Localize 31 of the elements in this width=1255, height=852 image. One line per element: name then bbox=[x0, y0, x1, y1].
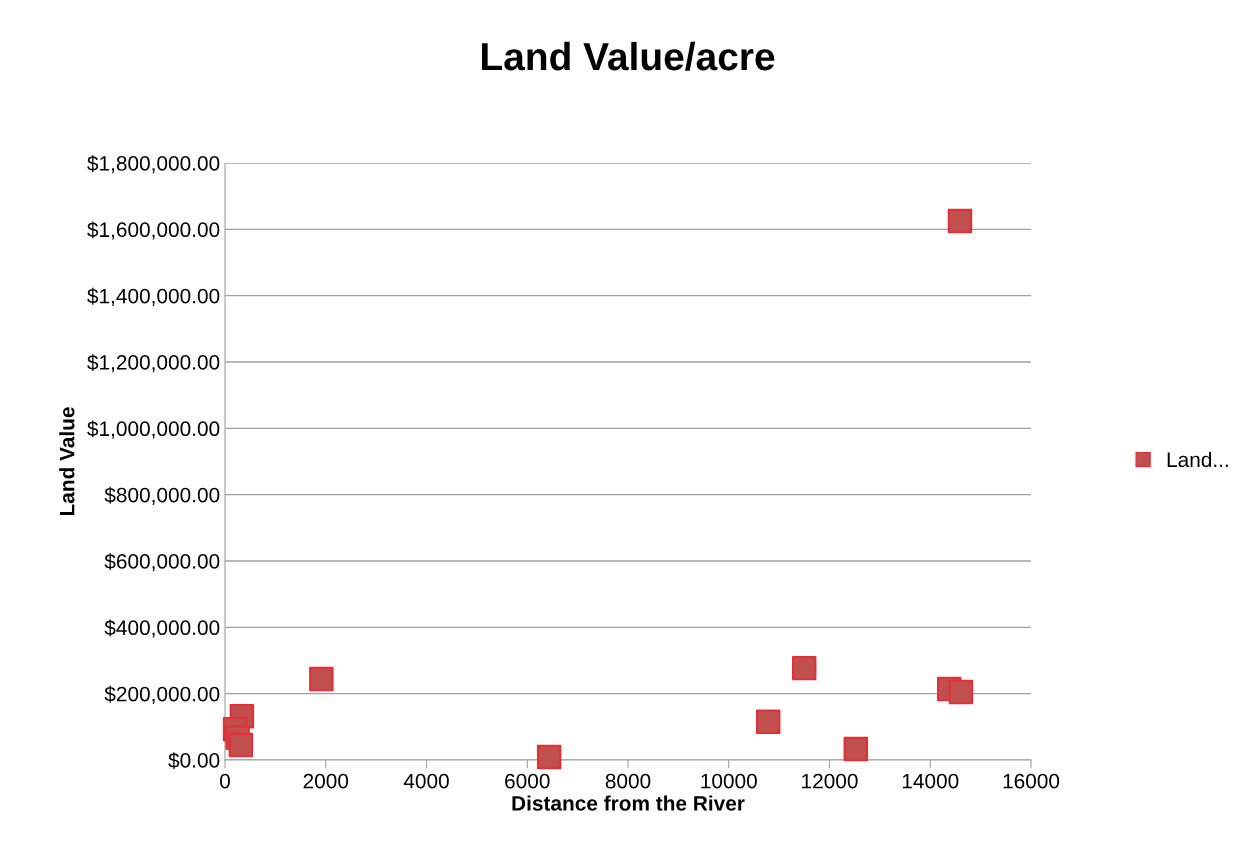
y-tick-label: $400,000.00 bbox=[104, 619, 220, 638]
point bbox=[948, 679, 974, 705]
y-axis-title: Land Value bbox=[59, 407, 75, 516]
y-tick-label: $600,000.00 bbox=[104, 553, 220, 572]
x-tick-label: 12000 bbox=[802, 773, 858, 789]
y-tick-label: $1,000,000.00 bbox=[87, 420, 220, 439]
x-tick-label: 10000 bbox=[701, 773, 757, 789]
point bbox=[536, 744, 562, 770]
x-tick-label: 0 bbox=[220, 773, 230, 789]
x-axis-title: Distance from the River bbox=[512, 795, 745, 811]
point bbox=[947, 208, 973, 234]
y-tick-label: $0.00 bbox=[168, 752, 220, 769]
y-tick-label: $1,400,000.00 bbox=[87, 287, 220, 306]
legend-label: Land... bbox=[1167, 451, 1228, 468]
y-tick-label: $1,800,000.00 bbox=[87, 155, 220, 174]
y-tick-label: $1,600,000.00 bbox=[87, 221, 220, 240]
y-tick-label: $800,000.00 bbox=[104, 486, 220, 505]
y-tick-label: $200,000.00 bbox=[104, 685, 220, 704]
point bbox=[843, 736, 869, 762]
x-tick-label: 6000 bbox=[505, 773, 550, 789]
y-tick-label: $1,200,000.00 bbox=[87, 354, 220, 373]
chart-title: Land Value/acre bbox=[482, 41, 775, 71]
point bbox=[791, 655, 817, 681]
x-tick-label: 2000 bbox=[303, 773, 349, 789]
point bbox=[755, 709, 781, 735]
x-tick-label: 8000 bbox=[605, 773, 651, 789]
point bbox=[228, 732, 254, 758]
x-tick-label: 14000 bbox=[902, 773, 959, 789]
point bbox=[309, 666, 334, 692]
x-tick-label: 4000 bbox=[403, 773, 449, 789]
x-tick-label: 16000 bbox=[1003, 773, 1060, 789]
